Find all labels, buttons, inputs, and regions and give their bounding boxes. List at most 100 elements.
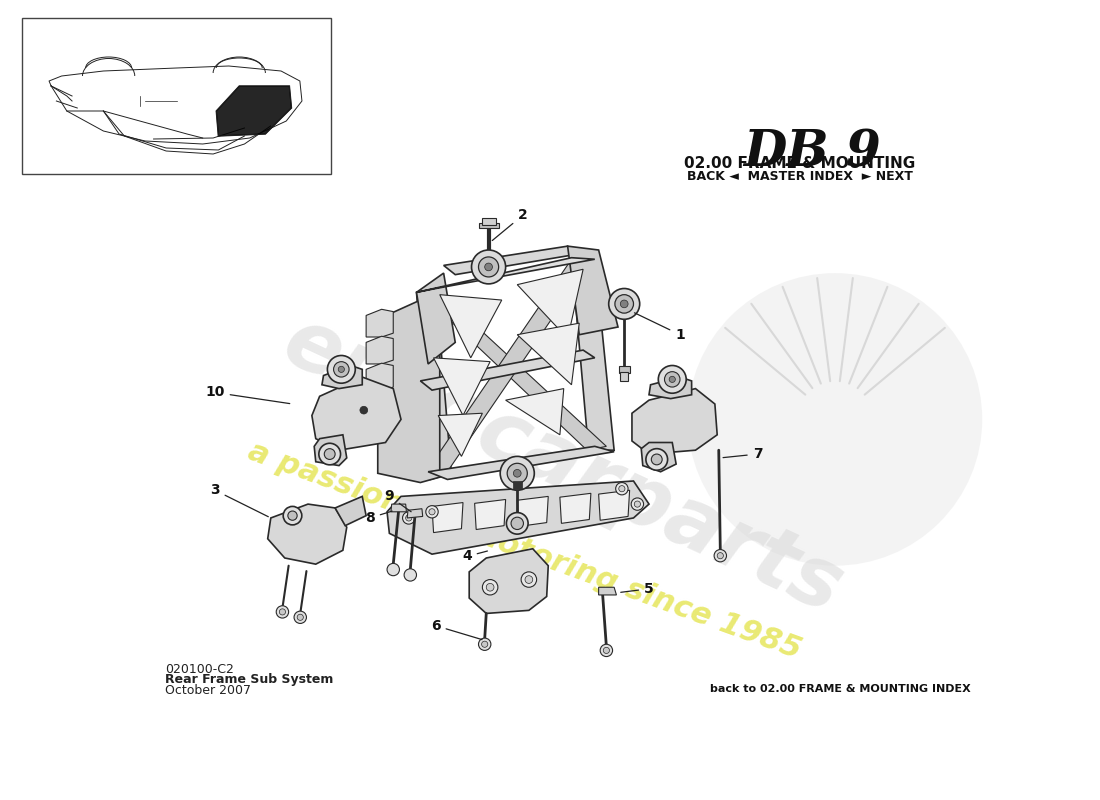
Circle shape: [506, 513, 528, 534]
Polygon shape: [598, 587, 616, 595]
Polygon shape: [517, 270, 583, 338]
Polygon shape: [631, 389, 717, 454]
Text: 7: 7: [723, 447, 762, 461]
Circle shape: [615, 294, 634, 313]
Text: BACK ◄  MASTER INDEX  ► NEXT: BACK ◄ MASTER INDEX ► NEXT: [688, 170, 913, 183]
Text: 10: 10: [206, 386, 289, 403]
Text: 8: 8: [365, 511, 392, 525]
Circle shape: [333, 362, 349, 377]
Circle shape: [288, 511, 297, 520]
Circle shape: [631, 498, 644, 510]
Circle shape: [426, 506, 438, 518]
Circle shape: [297, 614, 304, 620]
Circle shape: [328, 355, 355, 383]
Polygon shape: [619, 366, 629, 373]
Polygon shape: [366, 310, 394, 337]
Circle shape: [664, 372, 680, 387]
Polygon shape: [470, 549, 548, 614]
Circle shape: [658, 366, 686, 394]
Text: 6: 6: [431, 618, 482, 639]
Polygon shape: [407, 509, 422, 518]
Polygon shape: [417, 258, 595, 292]
Circle shape: [276, 606, 288, 618]
Circle shape: [500, 456, 535, 490]
Polygon shape: [425, 259, 591, 477]
Polygon shape: [366, 363, 394, 391]
Text: back to 02.00 FRAME & MOUNTING INDEX: back to 02.00 FRAME & MOUNTING INDEX: [710, 684, 970, 694]
Circle shape: [319, 443, 341, 465]
Polygon shape: [366, 336, 394, 364]
Polygon shape: [217, 86, 292, 136]
Circle shape: [403, 512, 415, 524]
Circle shape: [283, 506, 301, 525]
Polygon shape: [620, 372, 628, 381]
Circle shape: [486, 583, 494, 591]
Text: 4: 4: [462, 550, 487, 563]
Circle shape: [525, 576, 532, 583]
Circle shape: [472, 250, 506, 284]
Text: 2: 2: [493, 208, 528, 241]
Text: a passion for motoring since 1985: a passion for motoring since 1985: [244, 436, 805, 664]
Circle shape: [717, 553, 724, 558]
Circle shape: [294, 611, 307, 623]
Circle shape: [482, 641, 487, 647]
Circle shape: [514, 470, 521, 477]
Polygon shape: [560, 494, 591, 523]
Circle shape: [635, 501, 640, 507]
Circle shape: [387, 563, 399, 576]
Text: 9: 9: [385, 490, 411, 512]
Circle shape: [608, 289, 640, 319]
Polygon shape: [641, 442, 676, 472]
Circle shape: [669, 376, 675, 382]
Circle shape: [507, 463, 527, 483]
Polygon shape: [428, 446, 614, 479]
Polygon shape: [478, 223, 498, 229]
Polygon shape: [598, 490, 629, 520]
Circle shape: [483, 579, 498, 595]
Circle shape: [651, 454, 662, 465]
Polygon shape: [420, 350, 595, 390]
Text: DB 9: DB 9: [742, 128, 881, 178]
Polygon shape: [336, 496, 366, 526]
Text: Rear Frame Sub System: Rear Frame Sub System: [165, 674, 333, 686]
Circle shape: [616, 482, 628, 495]
Polygon shape: [417, 273, 455, 364]
Text: 3: 3: [210, 483, 268, 517]
Circle shape: [406, 515, 411, 521]
Polygon shape: [649, 377, 692, 398]
Polygon shape: [474, 499, 506, 530]
Polygon shape: [315, 435, 346, 466]
Polygon shape: [440, 294, 502, 358]
Text: 5: 5: [620, 582, 653, 596]
Text: October 2007: October 2007: [165, 684, 251, 698]
Circle shape: [279, 609, 286, 615]
Circle shape: [603, 647, 609, 654]
Circle shape: [404, 569, 417, 581]
Polygon shape: [517, 323, 580, 385]
Polygon shape: [267, 504, 346, 564]
Polygon shape: [422, 292, 606, 450]
Text: 02.00 FRAME & MOUNTING: 02.00 FRAME & MOUNTING: [684, 156, 915, 171]
Polygon shape: [366, 390, 394, 418]
Circle shape: [620, 300, 628, 308]
Polygon shape: [417, 287, 451, 479]
Circle shape: [478, 638, 491, 650]
Circle shape: [521, 572, 537, 587]
Circle shape: [646, 449, 668, 470]
Circle shape: [324, 449, 336, 459]
Circle shape: [601, 644, 613, 657]
Polygon shape: [572, 258, 614, 450]
Polygon shape: [312, 377, 402, 450]
Polygon shape: [432, 502, 463, 533]
Circle shape: [429, 509, 436, 515]
Text: eurocarparts: eurocarparts: [272, 301, 856, 630]
Circle shape: [714, 550, 726, 562]
Circle shape: [512, 517, 524, 530]
Polygon shape: [390, 504, 406, 512]
Polygon shape: [322, 366, 362, 389]
Circle shape: [619, 486, 625, 492]
Polygon shape: [387, 481, 649, 554]
Polygon shape: [438, 414, 483, 456]
Polygon shape: [513, 481, 521, 489]
Text: 020100-C2: 020100-C2: [165, 662, 233, 676]
